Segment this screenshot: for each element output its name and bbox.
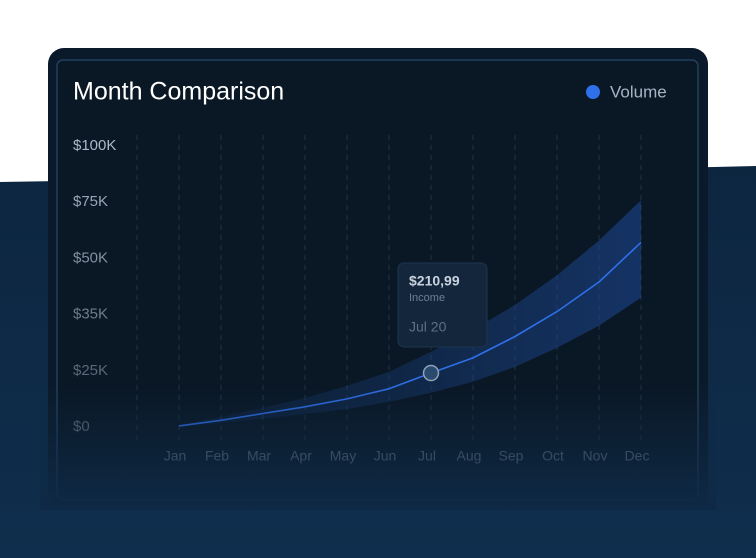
x-tick-label: Oct	[542, 448, 564, 464]
x-tick-label: Sep	[499, 448, 524, 464]
y-tick-label: $35K	[73, 306, 108, 323]
tooltip-label: Income	[409, 292, 445, 304]
tooltip-value: $210,99	[409, 273, 460, 289]
bottom-fade	[40, 380, 716, 510]
x-tick-label: May	[330, 448, 356, 464]
highlight-point	[422, 364, 440, 382]
x-tick-label: Jul	[418, 448, 436, 464]
y-tick-label: $100K	[73, 137, 116, 154]
labels: Month Comparison $0 $25K $35K $50K $75K $100K…	[73, 78, 667, 464]
y-tick-label: $0	[73, 418, 90, 435]
y-tick-label: $75K	[73, 193, 108, 210]
legend-label: Volume	[610, 82, 667, 101]
x-tick-label: Mar	[247, 448, 271, 464]
y-tick-label: $50K	[73, 249, 108, 266]
x-tick-label: Jun	[374, 448, 397, 464]
y-tick-label: $25K	[73, 362, 108, 379]
x-tick-label: Feb	[205, 448, 229, 464]
x-tick-label: Dec	[625, 448, 650, 464]
x-tick-label: Nov	[583, 448, 608, 464]
tooltip-box	[397, 262, 488, 348]
x-tick-label: Aug	[457, 448, 482, 464]
legend-swatch	[586, 85, 600, 99]
tooltip-date: Jul 20	[409, 319, 447, 335]
chart-title: Month Comparison	[73, 78, 284, 106]
x-tick-label: Apr	[290, 448, 312, 464]
x-tick-label: Jan	[164, 448, 187, 464]
